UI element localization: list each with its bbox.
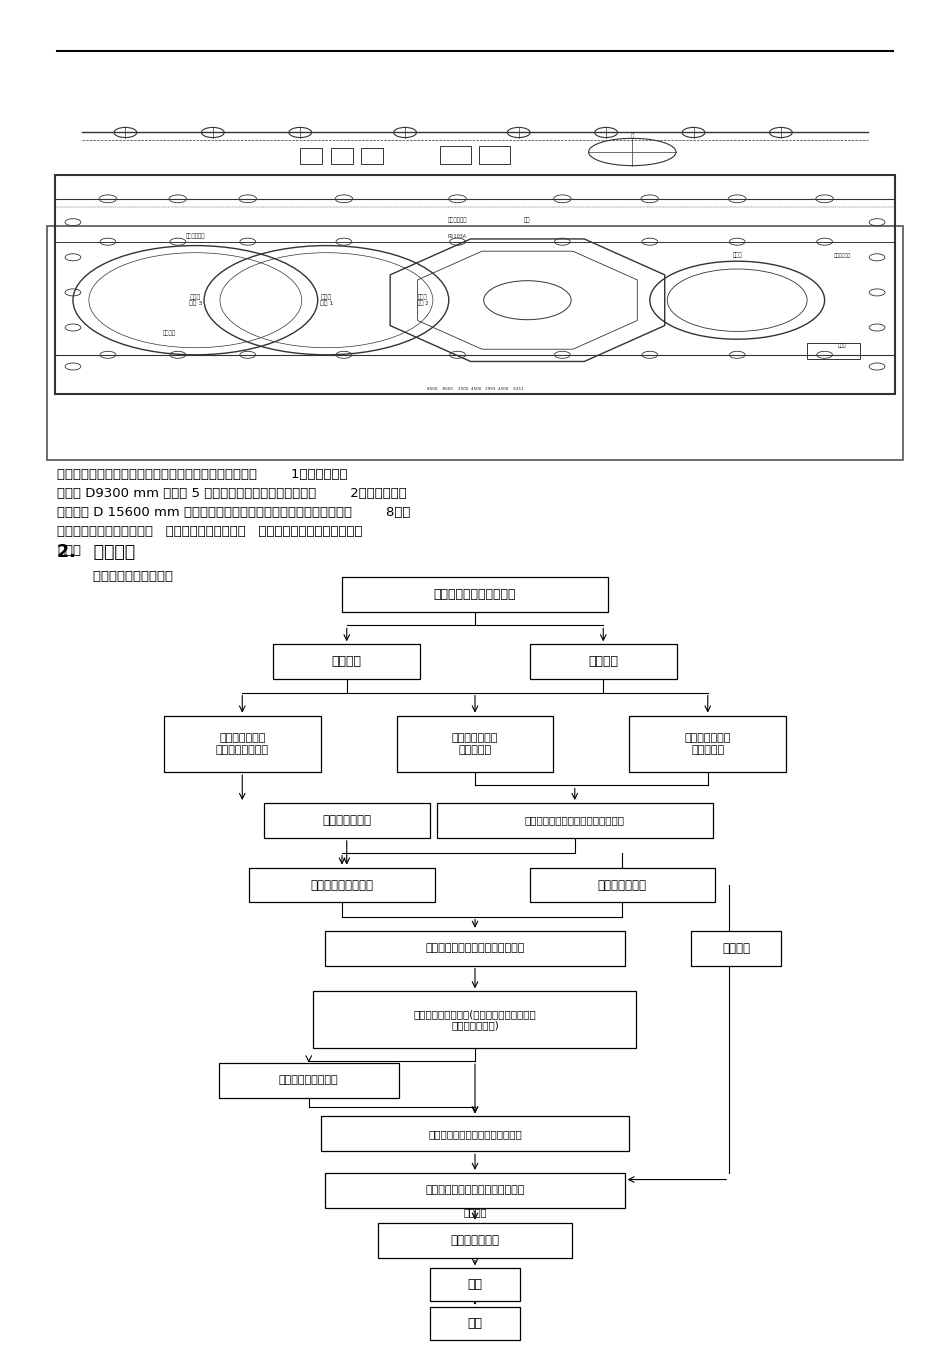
- Text: 封头衬里: 封头衬里: [722, 941, 750, 955]
- Text: 催化剂
储罐 1: 催化剂 储罐 1: [320, 295, 333, 307]
- Text: 外取热器钢架: 外取热器钢架: [447, 218, 467, 223]
- Text: 催化剂
储罐 2: 催化剂 储罐 2: [417, 295, 428, 307]
- FancyBboxPatch shape: [320, 1116, 630, 1151]
- Text: 中段内、外构件安装(不含旋风分离器等悬挂
在封头上的构件): 中段内、外构件安装(不含旋风分离器等悬挂 在封头上的构件): [413, 1009, 537, 1030]
- Bar: [331, 148, 352, 164]
- Text: 到货验收: 到货验收: [588, 655, 618, 668]
- Text: 旋风分离器安装: 旋风分离器安装: [450, 1233, 500, 1247]
- Text: 基础验收: 基础验收: [332, 655, 362, 668]
- Text: 施工流程见以以下图：: 施工流程见以以下图：: [76, 570, 173, 584]
- Text: 三: 三: [631, 133, 634, 140]
- FancyBboxPatch shape: [325, 931, 625, 966]
- Text: 中段与封头临时组装、点焊、热处理: 中段与封头临时组装、点焊、热处理: [524, 815, 625, 826]
- Text: 上段封头组装、
焊接、检测: 上段封头组装、 焊接、检测: [685, 733, 731, 755]
- Text: 楼梯间: 楼梯间: [838, 343, 846, 348]
- FancyBboxPatch shape: [530, 644, 676, 679]
- Text: 验收: 验收: [467, 1317, 483, 1330]
- FancyBboxPatch shape: [325, 1173, 625, 1208]
- FancyBboxPatch shape: [397, 716, 553, 772]
- Text: 中段与封头分离: 中段与封头分离: [598, 878, 647, 892]
- Text: 催化剂储罐架: 催化剂储罐架: [185, 233, 205, 239]
- Text: 下段内、外构件安装: 下段内、外构件安装: [311, 878, 373, 892]
- Text: 衬里: 衬里: [467, 1278, 483, 1291]
- FancyBboxPatch shape: [692, 931, 781, 966]
- Bar: [361, 148, 383, 164]
- Bar: [300, 148, 322, 164]
- Text: 施工流程: 施工流程: [464, 1208, 486, 1217]
- Bar: [440, 147, 470, 164]
- FancyBboxPatch shape: [263, 803, 429, 838]
- Text: 2.   施工流程: 2. 施工流程: [57, 543, 135, 561]
- FancyBboxPatch shape: [530, 868, 714, 902]
- Bar: [808, 343, 860, 359]
- Text: 下段整体热处理: 下段整体热处理: [322, 814, 371, 827]
- Text: 旋风分离器吊入、临时悬挂于器壁: 旋风分离器吊入、临时悬挂于器壁: [428, 1128, 522, 1139]
- Text: 中段吊装与下段组焊、焊缝热处理: 中段吊装与下段组焊、焊缝热处理: [426, 943, 524, 954]
- Bar: [47, 226, 903, 460]
- Text: 中段壳体组装、
焊接、检测: 中段壳体组装、 焊接、检测: [452, 733, 498, 755]
- Text: 下段烧焦罐壳体
组装、焊接、检测: 下段烧焦罐壳体 组装、焊接、检测: [216, 733, 269, 755]
- Text: 电缆槽盒: 电缆槽盒: [162, 331, 176, 336]
- FancyBboxPatch shape: [429, 1268, 521, 1301]
- FancyBboxPatch shape: [163, 716, 320, 772]
- Text: R1103A: R1103A: [447, 234, 467, 239]
- FancyBboxPatch shape: [314, 991, 636, 1048]
- Bar: [55, 175, 895, 394]
- FancyBboxPatch shape: [249, 868, 434, 902]
- FancyBboxPatch shape: [429, 1307, 521, 1340]
- FancyBboxPatch shape: [629, 716, 787, 772]
- Text: 旋风分离器组装成组: 旋风分离器组装成组: [279, 1075, 338, 1085]
- Text: 8500    8500    2500  4500   1993  4500    6311: 8500 8500 2500 4500 1993 4500 6311: [427, 387, 523, 391]
- Text: 催化剂
储罐 3: 催化剂 储罐 3: [188, 295, 202, 307]
- Text: 管架: 管架: [524, 218, 531, 223]
- Text: 沉降器: 沉降器: [732, 253, 742, 258]
- Text: 人员、机具、现场等准备: 人员、机具、现场等准备: [434, 588, 516, 601]
- Text: 提升管反应器: 提升管反应器: [833, 253, 850, 258]
- Text: 再生器承受分段、分批到货方式：烧焦罐底封头和裙座为        1段整体到货；
烧焦罐 D9300 mm 简体分 5 段到货；烧焦罐顶大孔分布板分      : 再生器承受分段、分批到货方式：烧焦罐底封头和裙座为 1段整体到货； 烧焦罐 D9…: [57, 468, 410, 557]
- Text: 封头吊装与中段组焊、焊缝热处理: 封头吊装与中段组焊、焊缝热处理: [426, 1185, 524, 1196]
- Bar: [480, 147, 510, 164]
- FancyBboxPatch shape: [274, 644, 420, 679]
- FancyBboxPatch shape: [218, 1063, 399, 1098]
- FancyBboxPatch shape: [342, 577, 608, 612]
- FancyBboxPatch shape: [377, 1223, 572, 1258]
- FancyBboxPatch shape: [437, 803, 712, 838]
